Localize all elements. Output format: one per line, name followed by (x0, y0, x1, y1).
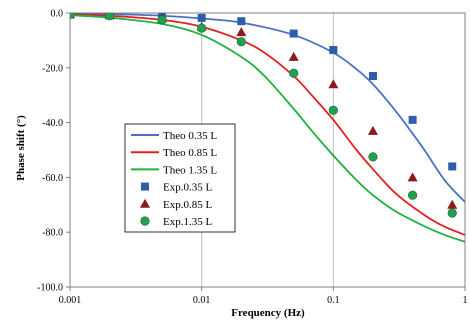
legend-entry: Exp.0.35 L (141, 182, 212, 194)
data-point (289, 68, 299, 78)
data-point (329, 45, 338, 54)
data-point (447, 199, 458, 209)
data-point (105, 13, 115, 21)
legend-entry: Theo 1.35 L (131, 164, 217, 176)
legend-entry: Theo 0.85 L (131, 147, 217, 159)
legend-swatch-marker (140, 216, 150, 226)
data-point (70, 13, 75, 19)
x-tick-label: 0.1 (327, 295, 340, 306)
data-point (237, 17, 246, 26)
legend-label: Theo 0.35 L (163, 130, 217, 142)
legend-entry: Exp.0.85 L (140, 198, 212, 211)
series-6 (70, 13, 457, 218)
y-axis-title: Phase shift (°) (15, 115, 27, 181)
data-point (289, 29, 298, 38)
series-group (70, 13, 465, 243)
legend-entry: Theo 0.35 L (131, 130, 217, 142)
data-point (367, 125, 378, 135)
series-line (70, 13, 465, 236)
legend-box (124, 123, 236, 233)
data-point (368, 72, 377, 81)
data-point (447, 208, 457, 218)
y-tick-label: 0.0 (51, 9, 64, 20)
legend-label: Theo 0.85 L (163, 147, 217, 159)
x-axis-title: Frequency (Hz) (231, 307, 305, 319)
series-5 (70, 13, 458, 209)
plot-border (69, 12, 466, 288)
data-point (197, 13, 206, 22)
legend-label: Exp.0.35 L (163, 182, 212, 194)
series-line (70, 14, 465, 243)
y-tick-label: -80.0 (42, 228, 63, 239)
y-tick-label: -100.0 (37, 283, 63, 294)
data-point (368, 152, 378, 162)
series-2 (70, 13, 465, 236)
data-point (328, 79, 339, 89)
data-point (448, 162, 457, 171)
data-point (236, 27, 247, 37)
series-3 (70, 14, 465, 243)
legend: Theo 0.35 L Theo 0.85 L Theo 1.35 L Exp.0.3… (124, 123, 236, 233)
x-tick-label: 0.01 (193, 295, 211, 306)
y-tick-label: -40.0 (42, 118, 63, 129)
y-tick-label: -20.0 (42, 63, 63, 74)
y-tick-label: -60.0 (42, 173, 63, 184)
legend-entry: Exp.1.35 L (140, 216, 212, 228)
data-point (197, 23, 207, 33)
legend-label: Exp.0.85 L (163, 199, 212, 211)
legend-swatch-marker (140, 198, 150, 208)
axes (66, 12, 466, 291)
data-point (408, 115, 417, 124)
series-4 (70, 13, 457, 171)
legend-label: Exp.1.35 L (163, 216, 212, 228)
x-tick-label: 1 (463, 295, 468, 306)
legend-swatch-marker (141, 182, 149, 191)
tick-labels: 0.0 -20.0 -40.0 -60.0 -80.0 -100.00.001 0.01 0.… (37, 9, 467, 307)
data-point (408, 190, 418, 200)
data-point (157, 15, 167, 25)
data-point (288, 51, 299, 61)
data-point (407, 172, 418, 182)
data-point (328, 105, 338, 115)
x-tick-label: 0.001 (59, 295, 82, 306)
legend-label: Theo 1.35 L (163, 164, 217, 176)
data-point (236, 37, 246, 47)
